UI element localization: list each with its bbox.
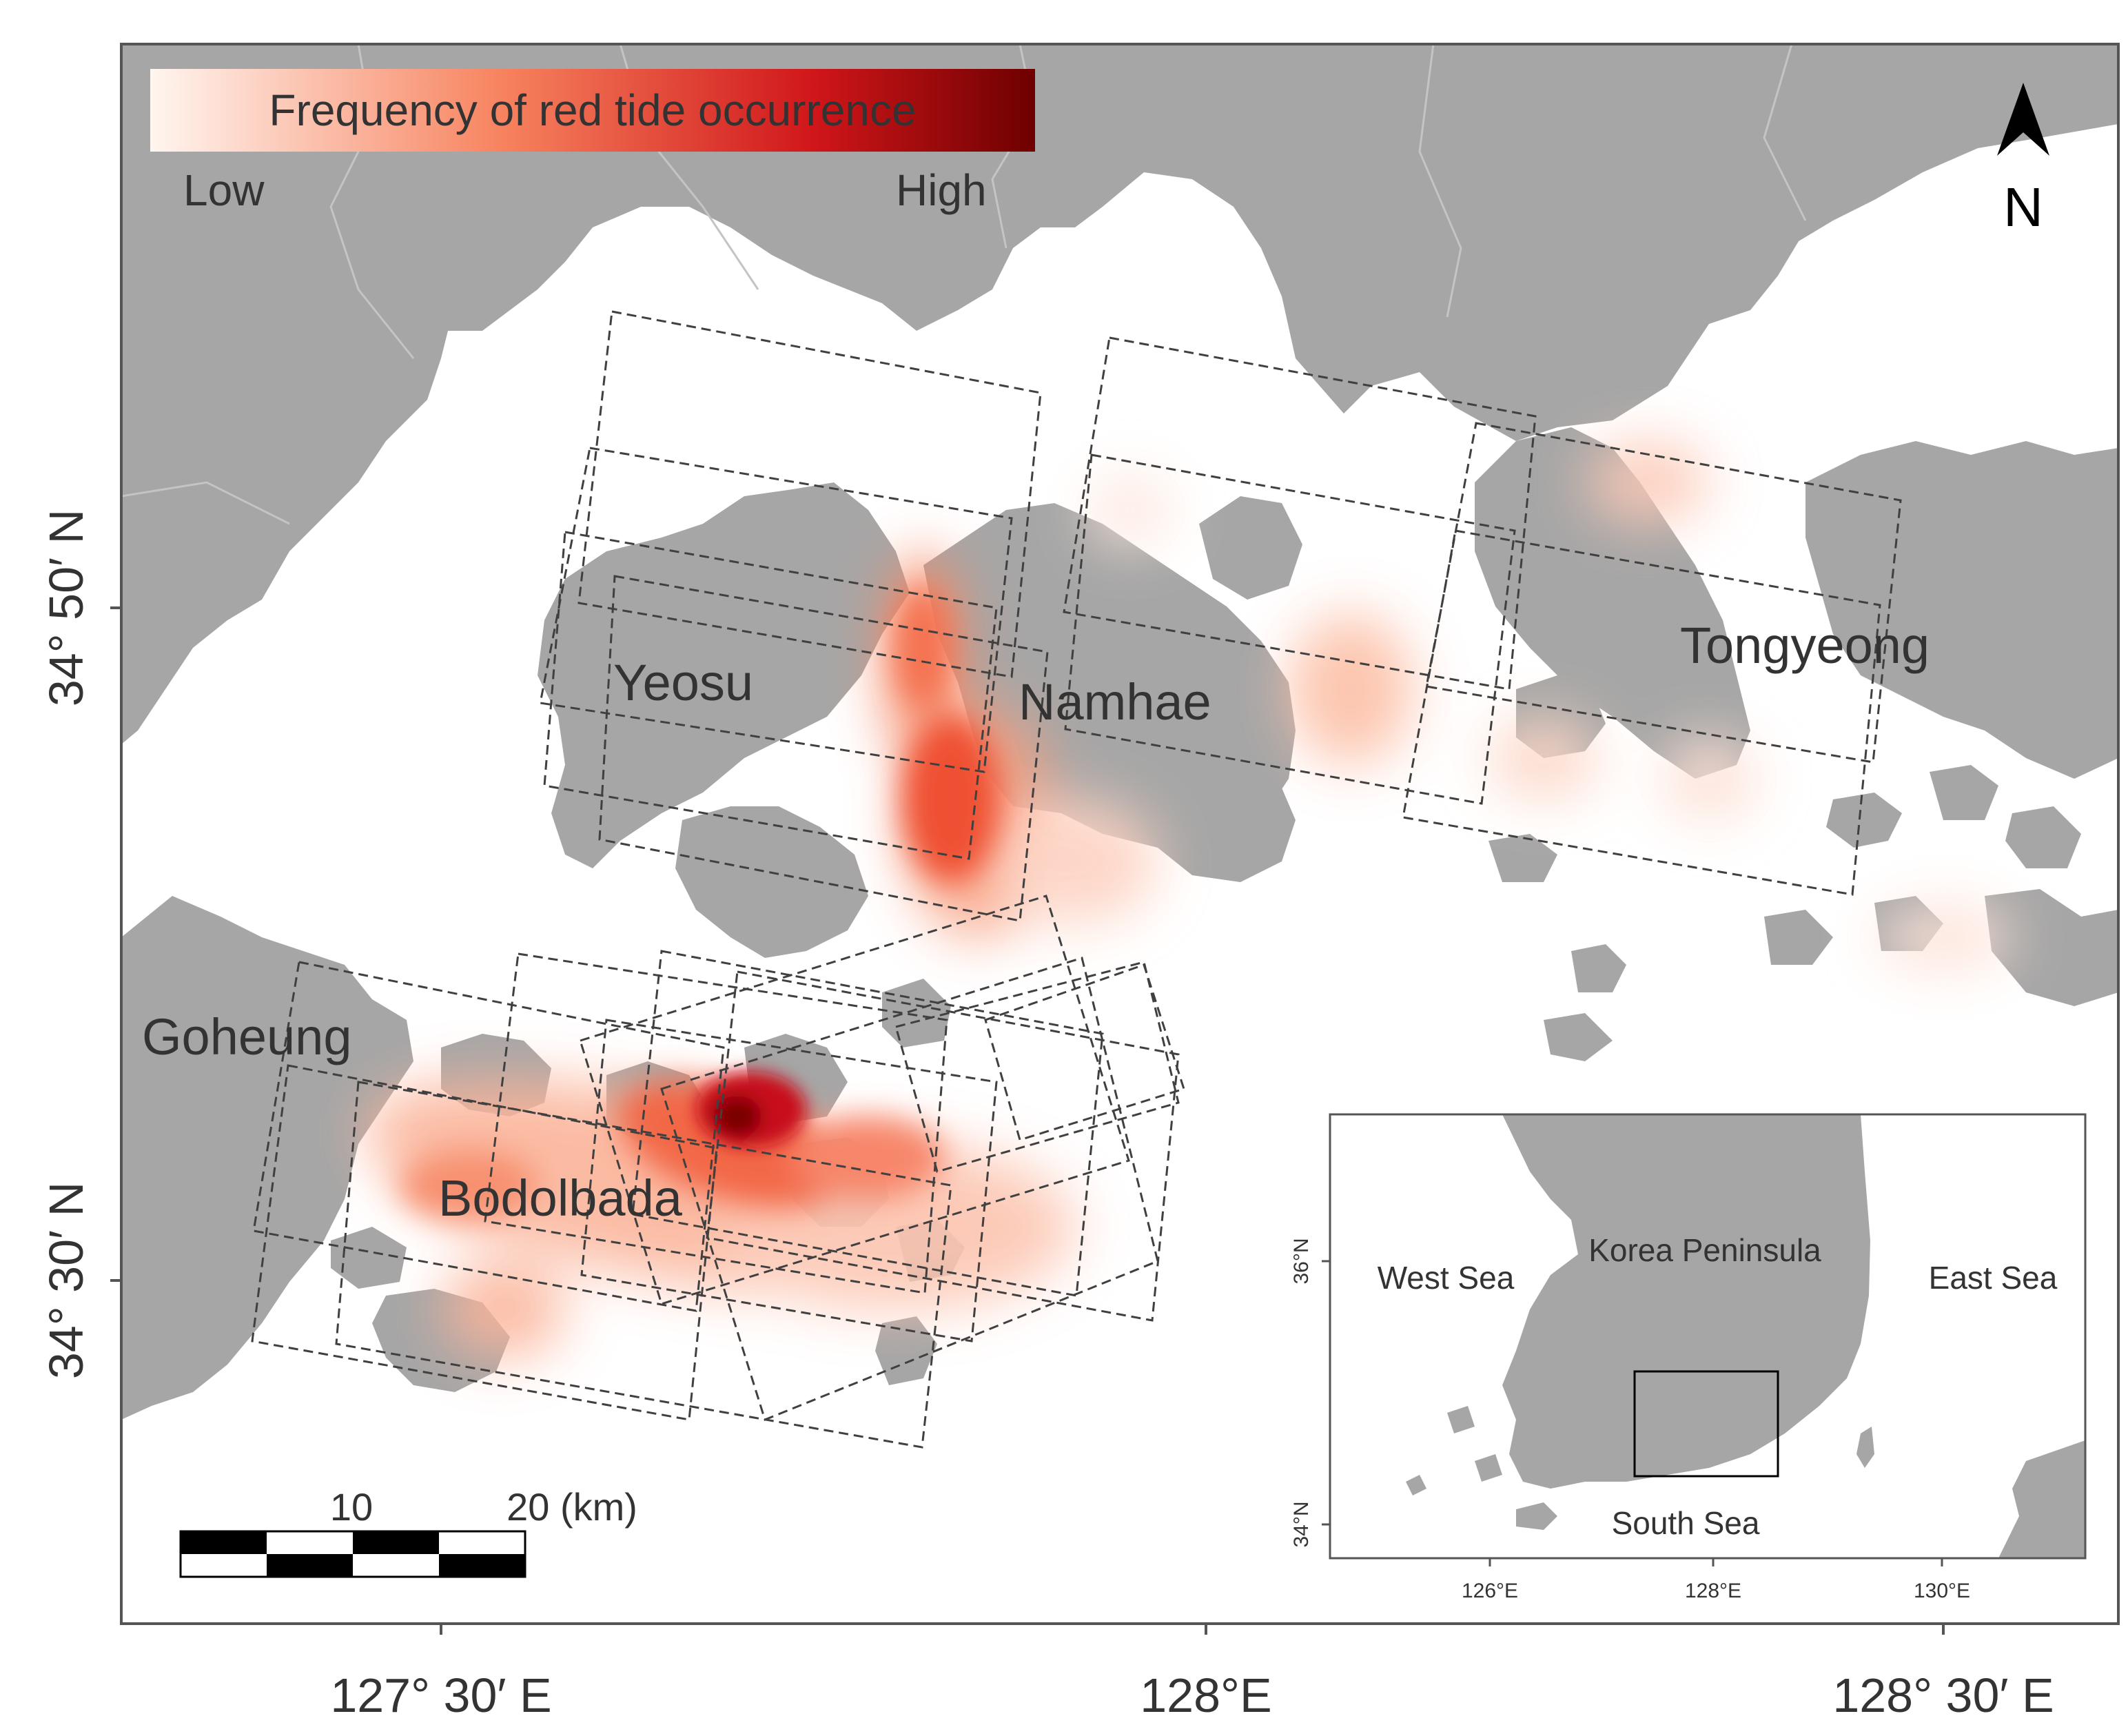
north-arrow-label: N [2003, 176, 2043, 238]
place-yeosu: Yeosu [613, 654, 753, 711]
main-map: Yeosu Namhae Tongyeong Goheung Bodolbada… [121, 44, 2118, 1624]
north-arrow: N [1997, 83, 2049, 238]
inset-frame [1329, 1113, 2087, 1560]
scale-bar: 10 20 (km) [179, 1485, 637, 1578]
inset-y-tick-2: 34°N [1290, 1501, 1313, 1547]
place-tongyeong: Tongyeong [1680, 617, 1930, 674]
legend-color-ramp [150, 69, 1035, 152]
inset-label-south: South Sea [1612, 1505, 1760, 1541]
inset-x-tick-2: 128°E [1685, 1580, 1741, 1602]
inset-y-tick-1: 36°N [1290, 1238, 1313, 1284]
y-tick-label-2: 34° 30′ N [39, 1182, 93, 1379]
study-area-box [1633, 1370, 1779, 1478]
legend-low-label: Low [183, 165, 265, 215]
north-arrow-right-icon [1997, 83, 2023, 156]
inset-x-tick-3: 130°E [1914, 1580, 1970, 1602]
x-tick-label-1: 127° 30′ E [330, 1668, 551, 1722]
place-goheung: Goheung [142, 1008, 352, 1065]
inset-label-west: West Sea [1378, 1260, 1515, 1296]
map-frame [120, 43, 2120, 1625]
inset-label-korea: Korea Peninsula [1588, 1232, 1821, 1268]
x-tick-label-3: 128° 30′ E [1832, 1668, 2054, 1722]
north-arrow-left-icon [2023, 83, 2049, 156]
satellite-footprints [251, 310, 1902, 1449]
place-labels: Yeosu Namhae Tongyeong Goheung Bodolbada [142, 617, 1930, 1227]
axis-ticks [110, 606, 1945, 1635]
scale-label-20: 20 (km) [507, 1485, 637, 1529]
axis-labels: 34° 50′ N 34° 30′ N 127° 30′ E 128°E 128… [39, 509, 2054, 1722]
legend-high-label: High [896, 165, 987, 215]
y-tick-label-1: 34° 50′ N [39, 509, 93, 706]
legend: Frequency of red tide occurrence Low Hig… [150, 69, 1035, 215]
place-bodolbada: Bodolbada [438, 1170, 683, 1227]
inset-map: Korea Peninsula West Sea East Sea South … [1290, 1113, 2087, 1602]
place-namhae: Namhae [1019, 673, 1211, 731]
inset-x-tick-1: 126°E [1462, 1580, 1518, 1602]
legend-title: Frequency of red tide occurrence [269, 85, 916, 135]
inset-label-east: East Sea [1929, 1260, 2058, 1296]
x-tick-label-2: 128°E [1140, 1668, 1271, 1722]
scale-label-10: 10 [330, 1485, 373, 1529]
